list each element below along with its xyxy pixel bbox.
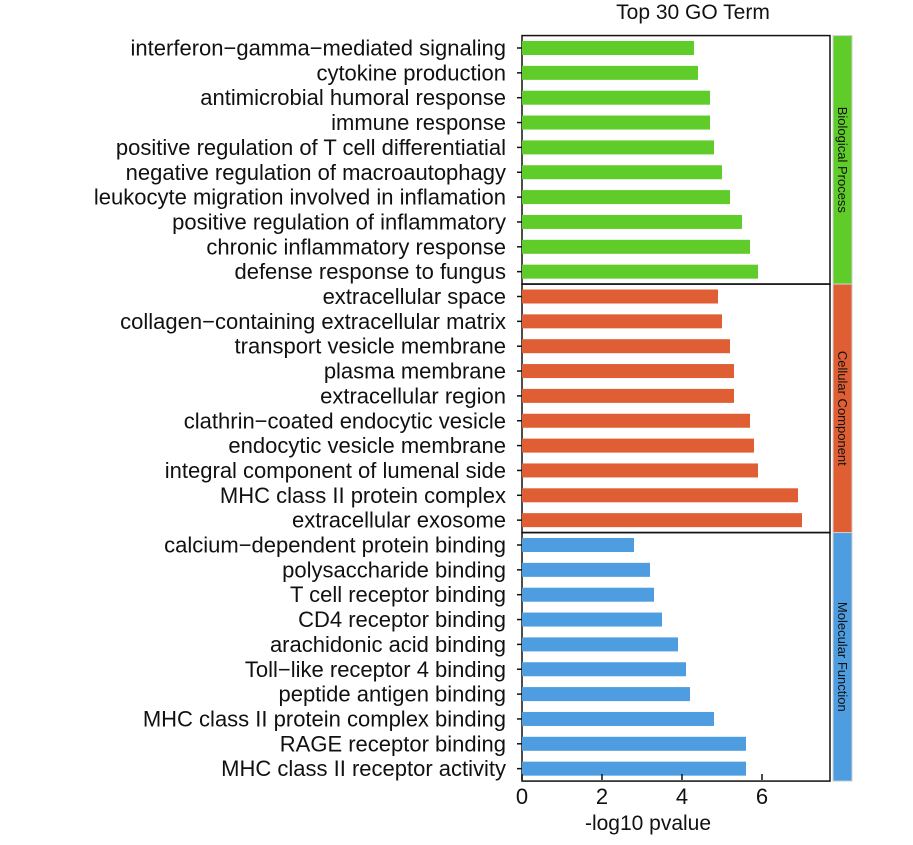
category-label: positive regulation of inflammatory (172, 209, 506, 234)
category-label: cytokine production (316, 60, 506, 85)
bar (522, 41, 694, 55)
x-tick-label: 4 (676, 784, 688, 809)
category-label: transport vesicle membrane (235, 334, 506, 359)
category-label: endocytic vesicle membrane (228, 433, 506, 458)
category-label: MHC class II receptor activity (221, 756, 506, 781)
bar (522, 314, 722, 329)
category-labels: interferon−gamma−mediated signalingcytok… (94, 36, 522, 781)
facet-strip-label: Biological Process (835, 107, 850, 214)
bars-layer (522, 41, 802, 776)
category-label: positive regulation of T cell differenti… (116, 135, 506, 160)
bar (522, 562, 650, 577)
bar (522, 388, 734, 403)
facet-strip (832, 532, 853, 782)
x-axis: 0 2 4 6 (516, 774, 768, 809)
category-label: chronic inflammatory response (206, 234, 506, 259)
bar (522, 488, 798, 503)
bar (522, 165, 722, 180)
bar (522, 612, 662, 627)
bar (522, 289, 718, 304)
bar (522, 513, 802, 528)
category-label: peptide antigen binding (278, 682, 506, 707)
bar (522, 65, 698, 80)
bar (522, 413, 750, 428)
category-label: antimicrobial humoral response (200, 85, 506, 110)
bar (522, 587, 654, 602)
category-label: negative regulation of macroautophagy (126, 160, 506, 185)
category-label: T cell receptor binding (290, 582, 506, 607)
bar (522, 190, 730, 205)
bar (522, 214, 742, 229)
category-label: interferon−gamma−mediated signaling (131, 36, 506, 61)
bar (522, 637, 678, 652)
category-label: plasma membrane (324, 359, 506, 384)
bar (522, 90, 710, 105)
category-label: defense response to fungus (234, 259, 506, 284)
facet-panel-frame (521, 531, 831, 782)
category-label: extracellular region (320, 383, 506, 408)
category-label: extracellular space (323, 284, 506, 309)
category-label: polysaccharide binding (282, 557, 506, 582)
bar (522, 736, 746, 751)
bar (522, 662, 686, 677)
x-tick-label: 0 (516, 784, 528, 809)
x-axis-label: -log10 pvalue (585, 812, 711, 835)
bar (522, 761, 746, 776)
category-label: CD4 receptor binding (298, 607, 506, 632)
bar (522, 339, 730, 354)
bar (522, 239, 750, 254)
bar (522, 711, 714, 726)
category-label: MHC class II protein complex binding (143, 706, 506, 731)
bar (522, 438, 754, 453)
bar (522, 264, 758, 279)
category-label: Toll−like receptor 4 binding (245, 657, 506, 682)
x-tick-label: 6 (756, 784, 768, 809)
bar (522, 687, 690, 702)
category-label: RAGE receptor binding (280, 731, 506, 756)
category-label: calcium−dependent protein binding (164, 533, 506, 558)
category-label: integral component of lumenal side (165, 458, 506, 483)
category-label: immune response (331, 110, 506, 135)
chart-title: Top 30 GO Term (616, 1, 770, 24)
category-label: clathrin−coated endocytic vesicle (184, 408, 506, 433)
facet-strip-label: Cellular Component (835, 351, 850, 466)
facet-panels: Biological Process Cellular Component Mole… (521, 34, 853, 782)
category-label: arachidonic acid binding (270, 632, 506, 657)
category-label: leukocyte migration involved in inflamat… (94, 185, 506, 210)
facet-strip-label: Molecular Function (835, 602, 850, 712)
bar (522, 115, 710, 130)
bar (522, 140, 714, 155)
bar (522, 463, 758, 478)
bar (522, 364, 734, 379)
category-label: extracellular exosome (292, 508, 506, 533)
category-label: collagen−containing extracellular matrix (120, 309, 506, 334)
x-tick-label: 2 (596, 784, 608, 809)
category-label: MHC class II protein complex (220, 483, 506, 508)
bar (522, 538, 634, 552)
